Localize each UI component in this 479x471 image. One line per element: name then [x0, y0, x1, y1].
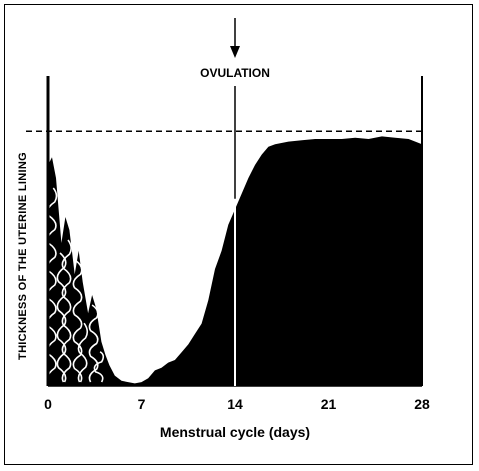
x-tick-label: 28	[414, 396, 430, 412]
x-tick-labels: 0 7 14 21 28	[44, 396, 430, 412]
x-axis-title: Menstrual cycle (days)	[160, 424, 310, 440]
x-tick-label: 21	[321, 396, 337, 412]
shedding-squiggle	[72, 260, 83, 383]
x-tick-label: 14	[227, 396, 243, 412]
ovulation-arrow-head	[230, 46, 240, 58]
y-axis-title: THICKNESS OF THE UTERINE LINING	[17, 152, 29, 360]
shedding-squiggle	[61, 239, 72, 383]
shedding-squiggle	[77, 322, 89, 383]
x-tick-label: 0	[44, 396, 52, 412]
x-tick-label: 7	[138, 396, 146, 412]
ovulation-arrow-icon	[230, 18, 240, 58]
shedding-squiggle	[88, 304, 99, 383]
ovulation-label: OVULATION	[200, 66, 270, 80]
shedding-squiggle	[93, 351, 105, 383]
shedding-squiggle	[56, 252, 67, 383]
